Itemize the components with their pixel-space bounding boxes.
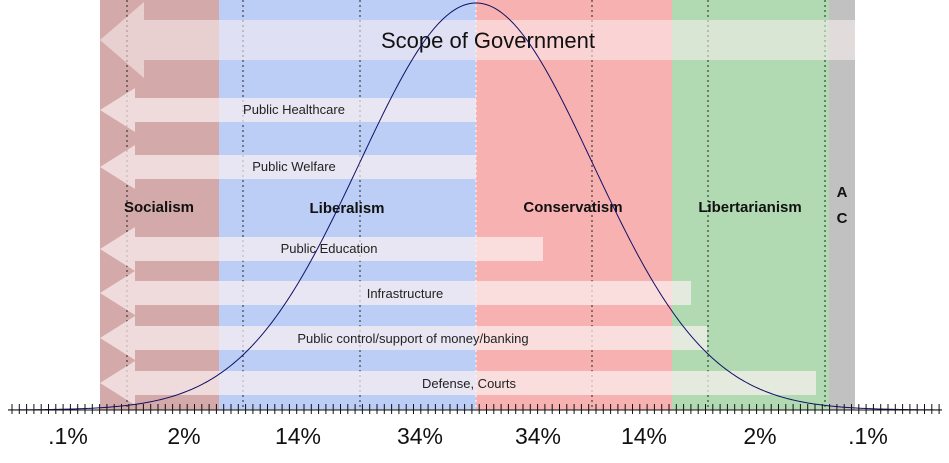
arrow-shape — [100, 145, 476, 189]
percent-label: 2% — [743, 423, 776, 449]
arrow-shape — [100, 361, 816, 405]
arrow-public-education: Public Education — [100, 227, 543, 271]
arrow-infrastructure: Infrastructure — [100, 271, 691, 315]
percent-label: 34% — [515, 423, 561, 449]
arrow-money-banking: Public control/support of money/banking — [100, 316, 707, 360]
band-label-socialism: Socialism — [124, 199, 194, 216]
band-label-anarcho-capitalism-line1: A — [837, 184, 848, 201]
arrow-defense-courts: Defense, Courts — [100, 361, 816, 405]
band-label-anarcho-capitalism-line2: C — [837, 210, 848, 227]
percent-label: 34% — [397, 423, 443, 449]
arrow-public-welfare: Public Welfare — [100, 145, 476, 189]
title-arrow: Scope of Government — [100, 2, 855, 78]
band-anarcho-capitalism — [829, 0, 855, 410]
arrow-shape — [100, 271, 691, 315]
arrow-label-infrastructure: Infrastructure — [367, 286, 444, 301]
arrow-shape — [100, 227, 543, 271]
percent-label: 14% — [621, 423, 667, 449]
arrow-label-public-healthcare: Public Healthcare — [243, 102, 345, 117]
band-label-libertarianism: Libertarianism — [698, 199, 801, 216]
bell-curve — [7, 2, 943, 411]
percent-label: 2% — [167, 423, 200, 449]
arrow-public-healthcare: Public Healthcare — [100, 88, 476, 132]
title-arrow-shape — [100, 2, 855, 78]
percent-label: 14% — [275, 423, 321, 449]
title-text: Scope of Government — [381, 28, 595, 53]
band-label-conservatism: Conservatism — [523, 199, 622, 216]
axis-ticks — [11, 404, 940, 414]
percent-label: .1% — [48, 423, 88, 449]
arrow-label-public-welfare: Public Welfare — [252, 159, 336, 174]
arrow-label-money-banking: Public control/support of money/banking — [297, 331, 528, 346]
arrow-label-public-education: Public Education — [281, 241, 378, 256]
percent-label: .1% — [848, 423, 888, 449]
band-label-liberalism: Liberalism — [309, 200, 384, 217]
arrow-shape — [100, 316, 707, 360]
arrow-label-defense-courts: Defense, Courts — [422, 376, 516, 391]
arrow-shape — [100, 88, 476, 132]
